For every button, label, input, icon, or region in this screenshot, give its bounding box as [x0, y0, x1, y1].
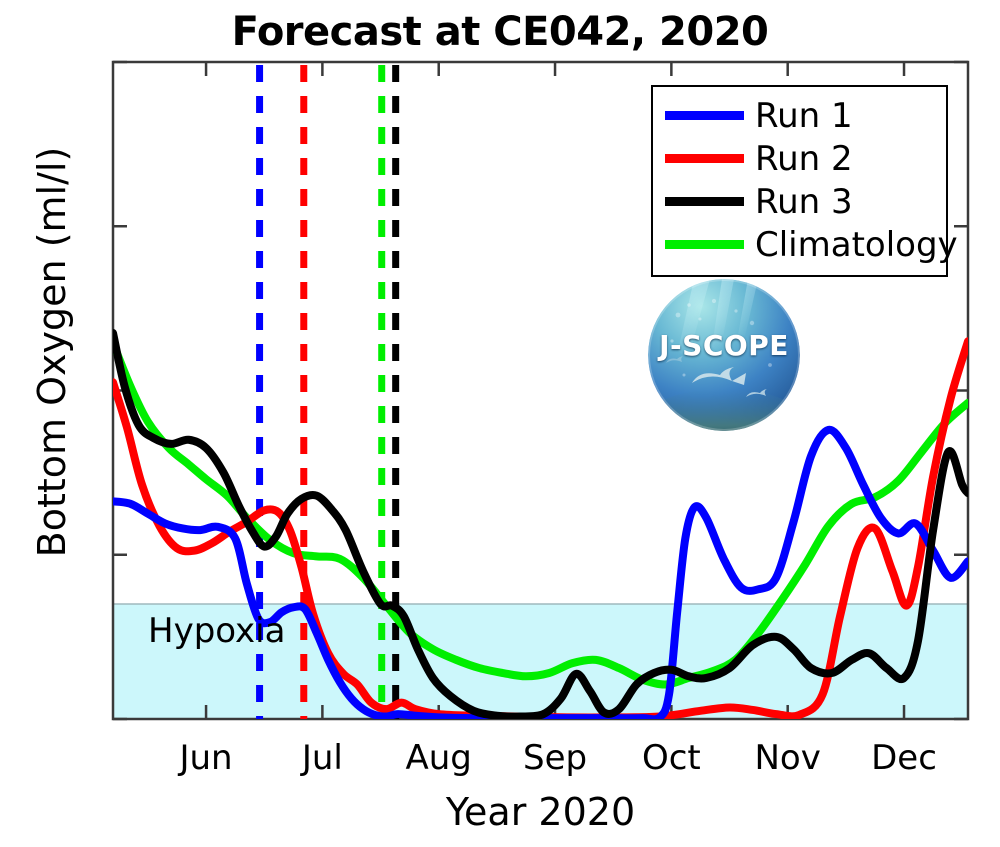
- legend-item[interactable]: Climatology: [665, 223, 958, 266]
- legend-item[interactable]: Run 1: [665, 94, 936, 137]
- hypoxia-annotation: Hypoxia: [148, 611, 286, 651]
- jscope-logo-artwork: [648, 279, 800, 431]
- jscope-logo: J-SCOPE: [648, 279, 800, 431]
- fish-icon: [746, 389, 767, 397]
- fish-icon: [692, 367, 746, 385]
- x-tick-label: Sep: [522, 738, 588, 778]
- legend-item[interactable]: Run 3: [665, 180, 936, 223]
- data-series-group: [113, 329, 968, 719]
- x-axis-label: Year 2020: [445, 790, 636, 834]
- x-tick-label: Oct: [641, 738, 701, 778]
- legend-swatch-run3: [665, 197, 744, 206]
- legend-label-climatology: Climatology: [755, 224, 958, 265]
- legend-label-run1: Run 1: [755, 95, 853, 136]
- hypoxia-shaded-region: [113, 603, 968, 719]
- x-tick-label: Dec: [871, 738, 937, 778]
- fish-icon: [666, 356, 683, 363]
- series-line: [113, 329, 968, 719]
- x-tick-label: Jul: [301, 738, 343, 778]
- legend-swatch-run1: [665, 111, 744, 120]
- legend-item[interactable]: Run 2: [665, 137, 936, 180]
- legend-swatch-climatology: [665, 240, 744, 249]
- x-tick-label: Aug: [405, 738, 472, 778]
- jscope-logo-text: J-SCOPE: [659, 329, 789, 362]
- chart-legend: Run 1 Run 2 Run 3 Climatology: [651, 85, 958, 277]
- axis-ticks: [113, 60, 968, 721]
- vertical-marker-lines: [256, 65, 400, 719]
- x-tick-label: Nov: [754, 738, 821, 778]
- page-title: Forecast at CE042, 2020: [231, 9, 769, 55]
- x-tick-label: Jun: [179, 738, 233, 778]
- legend-swatch-run2: [665, 154, 744, 163]
- legend-label-run3: Run 3: [755, 181, 853, 222]
- legend-label-run2: Run 2: [755, 138, 853, 179]
